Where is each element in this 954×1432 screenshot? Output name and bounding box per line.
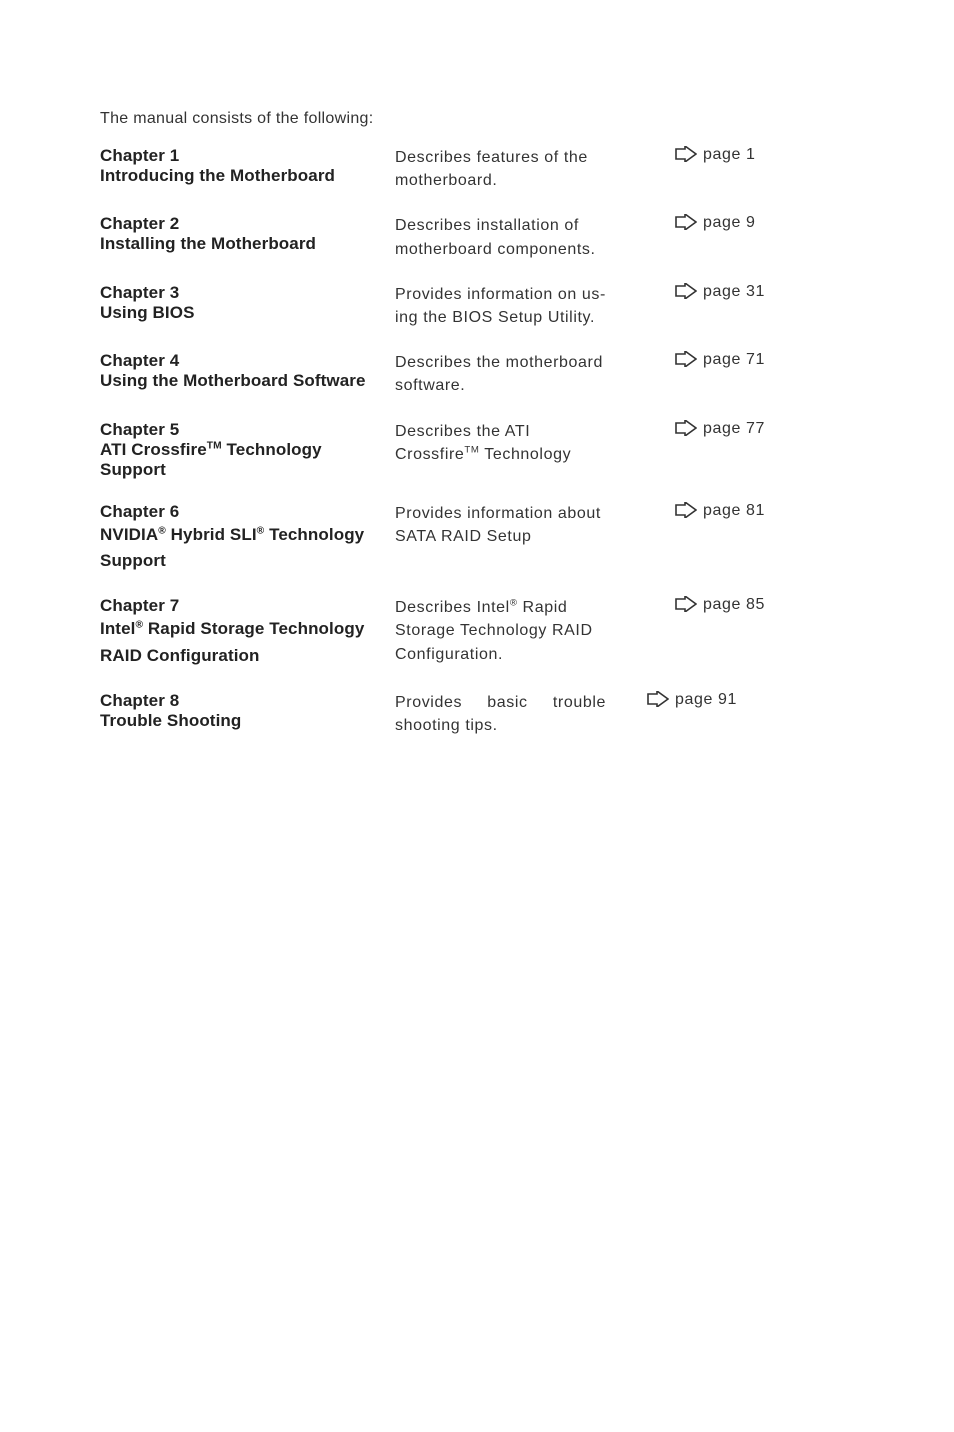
chapter-desc: Provides information on us-ing the BIOS … [395, 283, 675, 329]
chapter-title: Chapter 2 [100, 214, 389, 234]
chapter-row: Chapter 3Using BIOSProvides information … [100, 283, 854, 329]
chapter-page: page 1 [675, 146, 854, 164]
chapter-desc: Describes installation ofmotherboard com… [395, 214, 675, 260]
chapter-page: page 31 [675, 283, 854, 301]
chapter-left: Chapter 1Introducing the Motherboard [100, 146, 395, 186]
chapter-desc: Describes Intel® RapidStorage Technology… [395, 596, 675, 666]
chapter-subtitle: Introducing the Motherboard [100, 166, 389, 186]
chapter-row: Chapter 7Intel® Rapid Storage Technology… [100, 596, 854, 669]
chapter-desc: Provides basic troubleshooting tips. [395, 691, 675, 737]
chapter-title: Chapter 4 [100, 351, 389, 371]
chapter-subtitle: Intel® Rapid Storage TechnologyRAID Conf… [100, 616, 389, 669]
page-label: page 81 [703, 502, 765, 520]
chapter-row: Chapter 2Installing the MotherboardDescr… [100, 214, 854, 260]
chapter-subtitle: Using BIOS [100, 303, 389, 323]
page-label: page 71 [703, 351, 765, 369]
chapter-page: page 9 [675, 214, 854, 232]
chapter-row: Chapter 5ATI CrossfireTM Technology Supp… [100, 420, 854, 480]
chapter-page: page 77 [675, 420, 854, 438]
chapter-left: Chapter 6NVIDIA® Hybrid SLI® TechnologyS… [100, 502, 395, 575]
chapter-left: Chapter 4Using the Motherboard Software [100, 351, 395, 391]
chapter-title: Chapter 5 [100, 420, 389, 440]
chapter-left: Chapter 2Installing the Motherboard [100, 214, 395, 254]
chapter-title: Chapter 6 [100, 502, 389, 522]
chapter-title: Chapter 3 [100, 283, 389, 303]
page-label: page 77 [703, 420, 765, 438]
chapter-subtitle: Using the Motherboard Software [100, 371, 389, 391]
chapter-desc: Describes features of themotherboard. [395, 146, 675, 192]
chapter-title: Chapter 1 [100, 146, 389, 166]
chapter-left: Chapter 5ATI CrossfireTM Technology Supp… [100, 420, 395, 480]
chapter-page: page 81 [675, 502, 854, 520]
page-label: page 9 [703, 214, 756, 232]
chapter-left: Chapter 3Using BIOS [100, 283, 395, 323]
chapter-subtitle: Trouble Shooting [100, 711, 389, 731]
chapter-subtitle: NVIDIA® Hybrid SLI® TechnologySupport [100, 522, 389, 575]
chapter-list: Chapter 1Introducing the MotherboardDesc… [100, 146, 854, 737]
chapter-page: page 71 [675, 351, 854, 369]
chapter-row: Chapter 1Introducing the MotherboardDesc… [100, 146, 854, 192]
chapter-desc: Describes the ATICrossfireTM Technology [395, 420, 675, 466]
chapter-row: Chapter 4Using the Motherboard SoftwareD… [100, 351, 854, 397]
chapter-desc: Provides information aboutSATA RAID Setu… [395, 502, 675, 548]
chapter-subtitle: ATI CrossfireTM Technology Support [100, 440, 389, 480]
chapter-desc: Describes the motherboardsoftware. [395, 351, 675, 397]
page-label: page 1 [703, 146, 756, 164]
chapter-title: Chapter 8 [100, 691, 389, 711]
page-label: page 91 [675, 691, 737, 709]
chapter-row: Chapter 6NVIDIA® Hybrid SLI® TechnologyS… [100, 502, 854, 575]
chapter-left: Chapter 8Trouble Shooting [100, 691, 395, 731]
chapter-row: Chapter 8Trouble ShootingProvides basic … [100, 691, 854, 737]
chapter-subtitle: Installing the Motherboard [100, 234, 389, 254]
chapter-left: Chapter 7Intel® Rapid Storage Technology… [100, 596, 395, 669]
chapter-page: page 85 [675, 596, 854, 614]
intro-text: The manual consists of the following: [100, 110, 854, 128]
page-label: page 85 [703, 596, 765, 614]
chapter-page: page 91 [647, 691, 854, 709]
page-label: page 31 [703, 283, 765, 301]
chapter-title: Chapter 7 [100, 596, 389, 616]
